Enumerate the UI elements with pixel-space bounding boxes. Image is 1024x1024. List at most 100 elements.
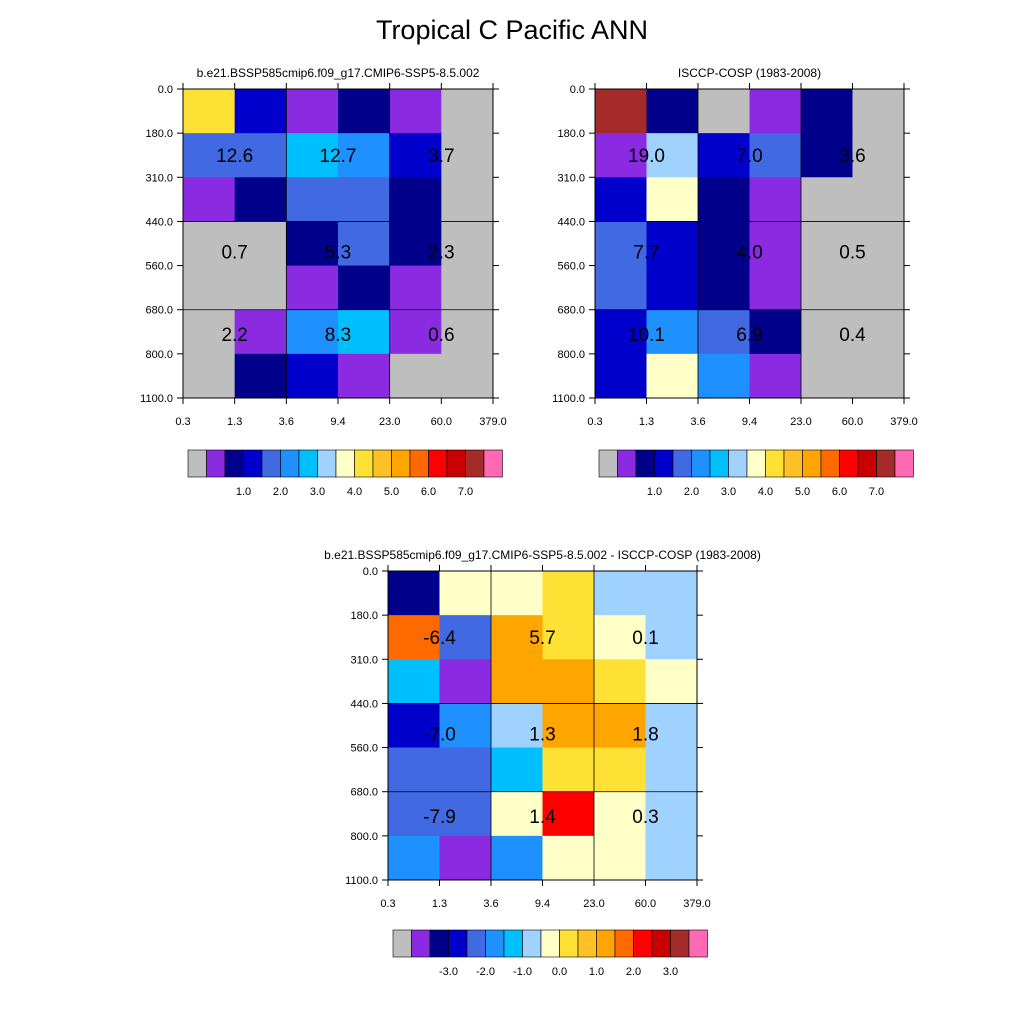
colorbar-swatch (429, 929, 449, 958)
heatmap-cell (388, 835, 440, 881)
heatmap-cell (542, 571, 595, 616)
heatmap-cell (852, 309, 905, 355)
colorbar-label: -3.0 (439, 966, 458, 978)
colorbar-swatch (485, 929, 505, 958)
colorbar-swatch (466, 929, 486, 958)
heatmap-cell (286, 353, 339, 399)
heatmap-cell (338, 265, 391, 311)
heatmap-cell (388, 571, 440, 616)
heatmap-cell (183, 221, 236, 267)
box-value-label: 1.8 (632, 725, 658, 746)
heatmap-cell (852, 177, 905, 222)
x-tick-label: 9.4 (330, 416, 345, 428)
heatmap-cell (645, 571, 698, 616)
colorbar-label: 5.0 (384, 486, 399, 498)
heatmap-cell (441, 309, 494, 355)
colorbar-label: 3.0 (310, 486, 325, 498)
colorbar-label: 1.0 (647, 486, 662, 498)
heatmap-cell (594, 615, 646, 660)
x-tick-label: 23.0 (790, 416, 811, 428)
heatmap-cell (698, 309, 750, 355)
colorbar-swatch (635, 449, 655, 478)
x-tick-label: 3.6 (690, 416, 705, 428)
colorbar-swatch (614, 929, 634, 958)
heatmap-cell (749, 353, 802, 399)
box-value-label: 2.2 (221, 325, 247, 346)
heatmap-cell (801, 353, 853, 399)
heatmap-cell (441, 265, 494, 311)
heatmap-cell (646, 309, 699, 355)
heatmap-cell (338, 221, 391, 267)
panel-1: b.e21.BSSP585cmip6.f09_g17.CMIP6-SSP5-8.… (140, 66, 507, 498)
x-tick-label: 60.0 (431, 416, 452, 428)
y-tick-label: 0.0 (158, 84, 173, 96)
colorbar-swatch (187, 449, 207, 478)
heatmap-cell (389, 353, 442, 399)
colorbar-swatch (409, 449, 429, 478)
heatmap-cell (439, 659, 492, 704)
y-tick-label: 180.0 (145, 128, 173, 140)
heatmap-cell (183, 309, 236, 355)
heatmap-cell (286, 221, 339, 267)
heatmap-cell (441, 89, 494, 134)
colorbar-label: 1.0 (236, 486, 251, 498)
heatmap-cell (439, 571, 492, 616)
x-tick-label: 60.0 (842, 416, 863, 428)
colorbar-label: 7.0 (458, 486, 473, 498)
x-tick-label: 3.6 (483, 898, 498, 910)
heatmap-cell (852, 353, 905, 399)
colorbar-swatch (372, 449, 392, 478)
colorbar-swatch (465, 449, 485, 478)
heatmap-cell (594, 791, 646, 837)
heatmap-cell (801, 133, 853, 178)
heatmap-cell (749, 309, 802, 355)
heatmap-cell (388, 791, 440, 837)
y-tick-label: 180.0 (557, 128, 585, 140)
colorbar-label: 5.0 (795, 486, 810, 498)
heatmap-cell (646, 221, 699, 267)
heatmap-cell (749, 221, 802, 267)
heatmap-cell (645, 615, 698, 660)
colorbar-label: 4.0 (758, 486, 773, 498)
colorbar-label: 2.0 (273, 486, 288, 498)
x-tick-label: 23.0 (583, 898, 604, 910)
x-tick-label: 9.4 (742, 416, 757, 428)
colorbar-swatch (577, 929, 597, 958)
heatmap-cell (439, 835, 492, 881)
y-tick-label: 1100.0 (140, 393, 173, 405)
heatmap-cell (646, 353, 699, 399)
box-value-label: 0.3 (632, 807, 658, 828)
heatmap-cell (698, 89, 750, 134)
heatmap-cell (594, 659, 646, 704)
colorbar-swatch (709, 449, 729, 478)
heatmap-cell (595, 89, 647, 134)
box-value-label: 3.7 (428, 146, 454, 167)
heatmap-cell (286, 309, 339, 355)
heatmap-cell (698, 133, 750, 178)
x-tick-label: 60.0 (635, 898, 656, 910)
colorbar-swatch (317, 449, 337, 478)
y-tick-label: 680.0 (557, 305, 585, 317)
heatmap-cell (338, 177, 391, 222)
heatmap-cell (441, 133, 494, 178)
heatmap-cell (594, 703, 646, 749)
heatmap-cell (491, 835, 543, 881)
box-value-label: 0.7 (221, 243, 247, 264)
heatmap-cell (439, 615, 492, 660)
colorbar-swatch (559, 929, 579, 958)
y-tick-label: 310.0 (557, 172, 585, 184)
heatmap-cell (594, 571, 646, 616)
heatmap-cell (234, 309, 287, 355)
heatmap-cell (183, 265, 236, 311)
box-value-label: 12.7 (320, 146, 357, 167)
box-value-label: 5.7 (529, 628, 555, 649)
colorbar-swatch (839, 449, 859, 478)
heatmap-cell (646, 89, 699, 134)
heatmap-cell (698, 265, 750, 311)
colorbar-swatch (617, 449, 637, 478)
panel-title: ISCCP-COSP (1983-2008) (678, 66, 821, 80)
heatmap-cell (749, 89, 802, 134)
x-tick-label: 9.4 (535, 898, 550, 910)
heatmap-cell (441, 353, 494, 399)
